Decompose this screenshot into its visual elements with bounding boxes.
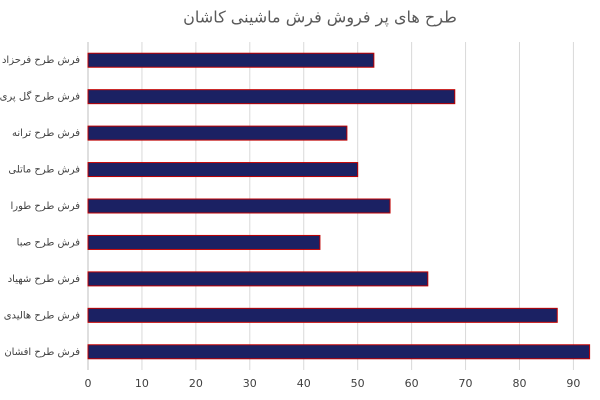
chart-title: طرح های پر فروش فرش ماشینی کاشان [183,8,457,28]
y-tick-label: فرش طرح فرحزاد [2,55,80,66]
x-tick-label: 80 [512,377,526,390]
bar [87,89,456,105]
y-tick-label: فرش طرح صبا [17,237,81,248]
bar [87,52,375,68]
y-tick-label: فرش طرح شهیاد [8,274,81,285]
y-tick-label: فرش طرح گل پری [0,91,80,103]
x-tick-label: 70 [459,377,473,390]
bar [87,234,321,250]
y-tick-label: فرش طرح طورا [10,201,80,212]
x-tick-label: 20 [189,377,203,390]
x-tick-label: 10 [135,377,149,390]
bar [87,271,429,287]
x-tick-label: 30 [243,377,257,390]
x-tick-label: 40 [297,377,311,390]
bar [87,307,558,323]
y-tick-label: فرش طرح هالیدی [4,310,80,321]
y-tick-label: فرش طرح ترانه [12,128,80,139]
bar [87,344,591,360]
x-tick-label: 90 [566,377,580,390]
bar [87,198,391,214]
bar [87,162,359,178]
bar [87,125,348,141]
x-tick-label: 50 [351,377,365,390]
x-tick-label: 60 [405,377,419,390]
y-tick-label: فرش طرح افشان [4,347,80,358]
y-tick-label: فرش طرح ماتلی [8,165,80,176]
x-tick-label: 0 [85,377,92,390]
